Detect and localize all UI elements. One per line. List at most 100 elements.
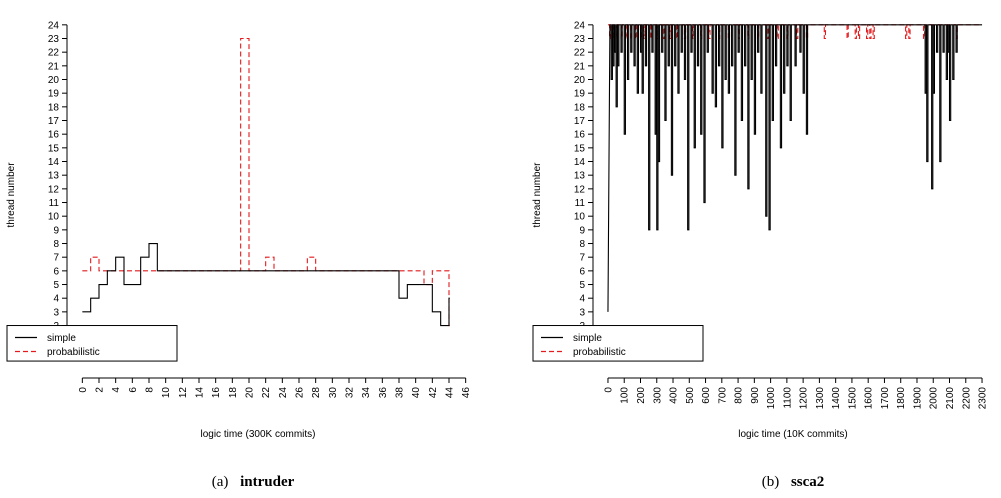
x-tick-label: 300 xyxy=(652,387,663,404)
x-tick-label: 2100 xyxy=(945,387,956,410)
y-tick-label: 10 xyxy=(48,212,60,223)
x-tick-label: 26 xyxy=(295,387,306,399)
y-tick-label: 6 xyxy=(53,266,59,277)
x-axis-ticks: 0 100 200 300 400 500 600 700 800 900 1000 1100 1200… xyxy=(603,378,989,410)
y-tick-label: 13 xyxy=(574,171,586,182)
x-tick-label: 22 xyxy=(261,387,272,399)
x-tick-label: 1200 xyxy=(799,387,810,410)
x-tick-label: 2300 xyxy=(978,387,989,410)
caption-prefix: (b) xyxy=(762,474,780,490)
x-tick-label: 200 xyxy=(636,387,647,404)
y-tick-label: 11 xyxy=(575,198,586,209)
x-tick-label: 46 xyxy=(461,387,472,399)
y-tick-label: 23 xyxy=(574,34,586,45)
x-tick-label: 800 xyxy=(734,387,745,404)
x-tick-label: 1400 xyxy=(831,387,842,410)
series-line-probabilistic xyxy=(82,37,450,327)
legend-label-probabilistic: probabilistic xyxy=(47,347,100,358)
y-tick-label: 9 xyxy=(579,225,585,236)
y-tick-label: 18 xyxy=(48,102,60,113)
x-tick-label: 400 xyxy=(669,387,680,404)
y-tick-label: 15 xyxy=(574,143,586,154)
x-tick-label: 600 xyxy=(701,387,712,404)
y-tick-label: 6 xyxy=(579,266,585,277)
y-tick-label: 20 xyxy=(48,75,60,86)
x-tick-label: 700 xyxy=(717,387,728,404)
x-tick-label: 36 xyxy=(378,387,389,399)
y-tick-label: 4 xyxy=(579,294,585,305)
x-tick-label: 38 xyxy=(395,387,406,399)
y-tick-label: 14 xyxy=(574,157,586,168)
y-tick-label: 4 xyxy=(53,294,59,305)
y-tick-label: 5 xyxy=(579,280,585,291)
y-tick-label: 8 xyxy=(579,239,585,250)
x-tick-label: 2200 xyxy=(961,387,972,410)
y-tick-label: 14 xyxy=(48,157,60,168)
x-tick-label: 1600 xyxy=(864,387,875,410)
x-tick-label: 1800 xyxy=(896,387,907,410)
caption-name: intruder xyxy=(240,474,295,490)
y-axis-title: thread number xyxy=(6,162,17,228)
series-group xyxy=(607,24,983,312)
legend-label-probabilistic: probabilistic xyxy=(573,347,626,358)
x-tick-label: 10 xyxy=(161,387,172,399)
x-tick-label: 900 xyxy=(750,387,761,404)
caption-name: ssca2 xyxy=(791,474,824,490)
chart-ssca2: 0123456789101112131415161718192021222324… xyxy=(532,20,989,490)
series-group xyxy=(82,37,450,327)
series-line-probabilistic xyxy=(607,24,983,40)
y-tick-label: 17 xyxy=(574,116,586,127)
y-tick-label: 3 xyxy=(579,307,585,318)
x-tick-label: 0 xyxy=(603,387,614,393)
y-tick-label: 19 xyxy=(574,89,586,100)
y-tick-label: 8 xyxy=(53,239,59,250)
y-tick-label: 22 xyxy=(48,48,60,59)
caption-prefix: (a) xyxy=(212,474,229,490)
y-tick-label: 24 xyxy=(48,20,60,31)
x-tick-label: 1100 xyxy=(782,387,793,409)
x-tick-label: 40 xyxy=(411,387,422,399)
x-tick-label: 28 xyxy=(311,387,322,399)
x-tick-label: 20 xyxy=(245,387,256,399)
y-tick-label: 9 xyxy=(53,225,59,236)
x-tick-label: 8 xyxy=(145,387,156,393)
y-tick-label: 16 xyxy=(574,130,586,141)
x-tick-label: 0 xyxy=(78,387,89,393)
y-axis-ticks: 0123456789101112131415161718192021222324 xyxy=(574,20,593,359)
chart-intruder: 0123456789101112131415161718192021222324… xyxy=(6,20,472,490)
x-tick-label: 12 xyxy=(178,387,189,399)
y-tick-label: 19 xyxy=(48,89,60,100)
legend-box xyxy=(6,325,178,362)
y-tick-label: 13 xyxy=(48,171,60,182)
x-tick-label: 32 xyxy=(345,387,356,399)
caption-intruder: (a) intruder xyxy=(212,474,295,490)
y-axis-title: thread number xyxy=(532,162,543,228)
x-tick-label: 6 xyxy=(128,387,139,393)
x-tick-label: 1900 xyxy=(912,387,923,410)
y-tick-label: 21 xyxy=(574,61,586,72)
y-tick-label: 23 xyxy=(48,34,60,45)
x-tick-label: 2 xyxy=(95,387,106,393)
x-tick-label: 1700 xyxy=(880,387,891,410)
x-tick-label: 1500 xyxy=(847,387,858,410)
y-tick-label: 16 xyxy=(48,130,60,141)
series-line-simple xyxy=(82,242,450,327)
y-tick-label: 22 xyxy=(574,48,586,59)
x-tick-label: 1000 xyxy=(766,387,777,410)
y-tick-label: 11 xyxy=(49,198,60,209)
legend-label-simple: simple xyxy=(47,333,76,344)
x-tick-label: 4 xyxy=(111,387,122,393)
y-axis-ticks: 0123456789101112131415161718192021222324 xyxy=(48,20,67,359)
legend-label-simple: simple xyxy=(573,333,602,344)
x-tick-label: 16 xyxy=(211,387,222,399)
y-tick-label: 12 xyxy=(574,184,586,195)
y-tick-label: 12 xyxy=(48,184,60,195)
series-line-simple xyxy=(607,24,983,312)
x-tick-label: 42 xyxy=(428,387,439,399)
x-tick-label: 34 xyxy=(361,387,372,399)
x-tick-label: 18 xyxy=(228,387,239,399)
x-tick-label: 500 xyxy=(685,387,696,404)
y-tick-label: 24 xyxy=(574,20,586,31)
x-axis-title: logic time (10K commits) xyxy=(738,429,847,440)
